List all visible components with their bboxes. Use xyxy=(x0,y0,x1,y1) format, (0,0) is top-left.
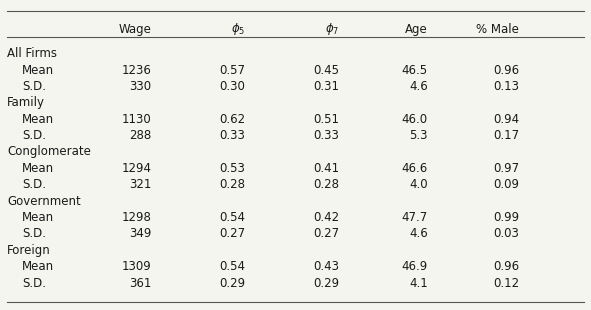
Text: 1130: 1130 xyxy=(122,113,151,126)
Text: 0.29: 0.29 xyxy=(219,277,245,290)
Text: 0.96: 0.96 xyxy=(493,260,519,273)
Text: 4.6: 4.6 xyxy=(409,227,428,240)
Text: 1236: 1236 xyxy=(122,64,151,77)
Text: 4.6: 4.6 xyxy=(409,80,428,93)
Text: 0.28: 0.28 xyxy=(314,178,340,191)
Text: % Male: % Male xyxy=(476,23,519,36)
Text: 0.03: 0.03 xyxy=(493,227,519,240)
Text: S.D.: S.D. xyxy=(22,227,46,240)
Text: 330: 330 xyxy=(129,80,151,93)
Text: 0.43: 0.43 xyxy=(314,260,340,273)
Text: 47.7: 47.7 xyxy=(402,211,428,224)
Text: 4.1: 4.1 xyxy=(409,277,428,290)
Text: Mean: Mean xyxy=(22,162,54,175)
Text: 1309: 1309 xyxy=(122,260,151,273)
Text: 0.28: 0.28 xyxy=(219,178,245,191)
Text: 0.96: 0.96 xyxy=(493,64,519,77)
Text: 0.17: 0.17 xyxy=(493,129,519,142)
Text: 349: 349 xyxy=(129,227,151,240)
Text: 1294: 1294 xyxy=(121,162,151,175)
Text: Foreign: Foreign xyxy=(7,244,51,257)
Text: 321: 321 xyxy=(129,178,151,191)
Text: 5.3: 5.3 xyxy=(410,129,428,142)
Text: 0.54: 0.54 xyxy=(219,260,245,273)
Text: 288: 288 xyxy=(129,129,151,142)
Text: Age: Age xyxy=(405,23,428,36)
Text: 0.33: 0.33 xyxy=(314,129,340,142)
Text: 0.31: 0.31 xyxy=(314,80,340,93)
Text: 0.29: 0.29 xyxy=(313,277,340,290)
Text: Conglomerate: Conglomerate xyxy=(7,145,91,158)
Text: 0.42: 0.42 xyxy=(313,211,340,224)
Text: 361: 361 xyxy=(129,277,151,290)
Text: Mean: Mean xyxy=(22,260,54,273)
Text: 46.5: 46.5 xyxy=(402,64,428,77)
Text: 0.33: 0.33 xyxy=(220,129,245,142)
Text: Family: Family xyxy=(7,96,46,109)
Text: 0.57: 0.57 xyxy=(219,64,245,77)
Text: 0.99: 0.99 xyxy=(493,211,519,224)
Text: 1298: 1298 xyxy=(122,211,151,224)
Text: 46.9: 46.9 xyxy=(402,260,428,273)
Text: 0.27: 0.27 xyxy=(219,227,245,240)
Text: 0.45: 0.45 xyxy=(314,64,340,77)
Text: S.D.: S.D. xyxy=(22,80,46,93)
Text: 0.54: 0.54 xyxy=(219,211,245,224)
Text: 0.97: 0.97 xyxy=(493,162,519,175)
Text: 0.27: 0.27 xyxy=(313,227,340,240)
Text: All Firms: All Firms xyxy=(7,47,57,60)
Text: 46.6: 46.6 xyxy=(402,162,428,175)
Text: 0.09: 0.09 xyxy=(493,178,519,191)
Text: 0.13: 0.13 xyxy=(493,80,519,93)
Text: Mean: Mean xyxy=(22,64,54,77)
Text: Mean: Mean xyxy=(22,113,54,126)
Text: 0.30: 0.30 xyxy=(220,80,245,93)
Text: 4.0: 4.0 xyxy=(409,178,428,191)
Text: Government: Government xyxy=(7,195,81,208)
Text: Mean: Mean xyxy=(22,211,54,224)
Text: 0.12: 0.12 xyxy=(493,277,519,290)
Text: $\phi_5$: $\phi_5$ xyxy=(231,21,245,37)
Text: S.D.: S.D. xyxy=(22,277,46,290)
Text: 0.53: 0.53 xyxy=(220,162,245,175)
Text: 0.51: 0.51 xyxy=(314,113,340,126)
Text: S.D.: S.D. xyxy=(22,129,46,142)
Text: S.D.: S.D. xyxy=(22,178,46,191)
Text: $\phi_7$: $\phi_7$ xyxy=(326,21,340,37)
Text: 0.41: 0.41 xyxy=(313,162,340,175)
Text: 46.0: 46.0 xyxy=(402,113,428,126)
Text: Wage: Wage xyxy=(119,23,151,36)
Text: 0.94: 0.94 xyxy=(493,113,519,126)
Text: 0.62: 0.62 xyxy=(219,113,245,126)
